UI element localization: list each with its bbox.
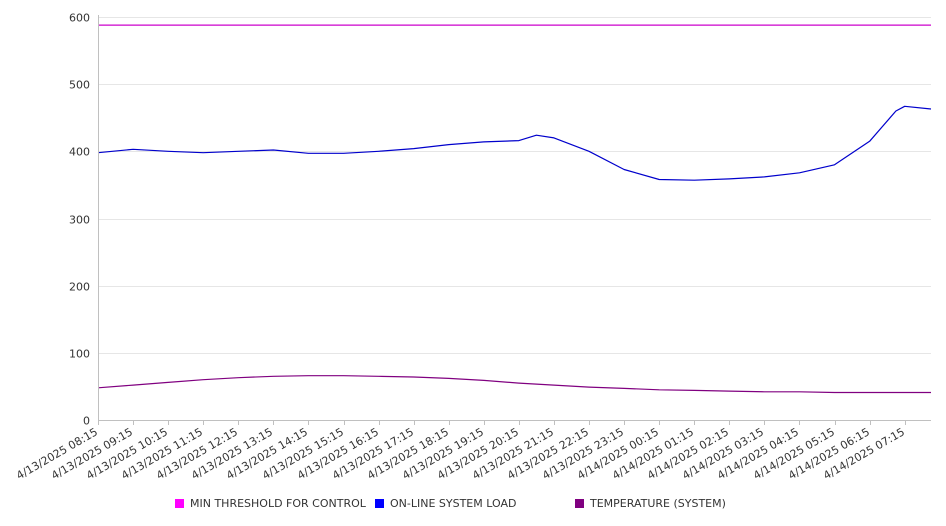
- legend-label-system-load: ON-LINE SYSTEM LOAD: [390, 497, 517, 510]
- y-tick-label-200: 200: [69, 281, 90, 294]
- y-tick-label-600: 600: [69, 12, 90, 25]
- legend-item-temperature[interactable]: TEMPERATURE (SYSTEM): [575, 497, 726, 510]
- legend-label-temperature: TEMPERATURE (SYSTEM): [590, 497, 726, 510]
- y-tick-label-100: 100: [69, 348, 90, 361]
- legend-swatch-min-threshold: [175, 499, 184, 508]
- legend-swatch-system-load: [375, 499, 384, 508]
- x-tick-labels: 4/13/2025 08:154/13/2025 09:154/13/2025 …: [14, 425, 907, 482]
- y-tick-label-500: 500: [69, 79, 90, 92]
- legend-label-min-threshold: MIN THRESHOLD FOR CONTROL: [190, 497, 366, 510]
- line-chart: 0 100 200 300 400 500 600 4/13/2025 08:154/13/…: [14, 12, 932, 482]
- legend-swatch-temperature: [575, 499, 584, 508]
- y-tick-label-400: 400: [69, 146, 90, 159]
- y-tick-labels: 0 100 200 300 400 500 600: [69, 12, 90, 428]
- chart-legend: MIN THRESHOLD FOR CONTROL ON-LINE SYSTEM…: [0, 497, 946, 515]
- series-line-1: [97, 105, 932, 181]
- legend-item-system-load[interactable]: ON-LINE SYSTEM LOAD: [375, 497, 516, 510]
- series-line-2: [97, 375, 931, 394]
- series-lines: [97, 24, 932, 394]
- legend-item-min-threshold[interactable]: MIN THRESHOLD FOR CONTROL: [175, 497, 366, 510]
- y-tick-label-0: 0: [83, 415, 90, 428]
- y-tick-label-300: 300: [69, 214, 90, 227]
- axes: [98, 15, 931, 425]
- grid-lines: [98, 17, 931, 354]
